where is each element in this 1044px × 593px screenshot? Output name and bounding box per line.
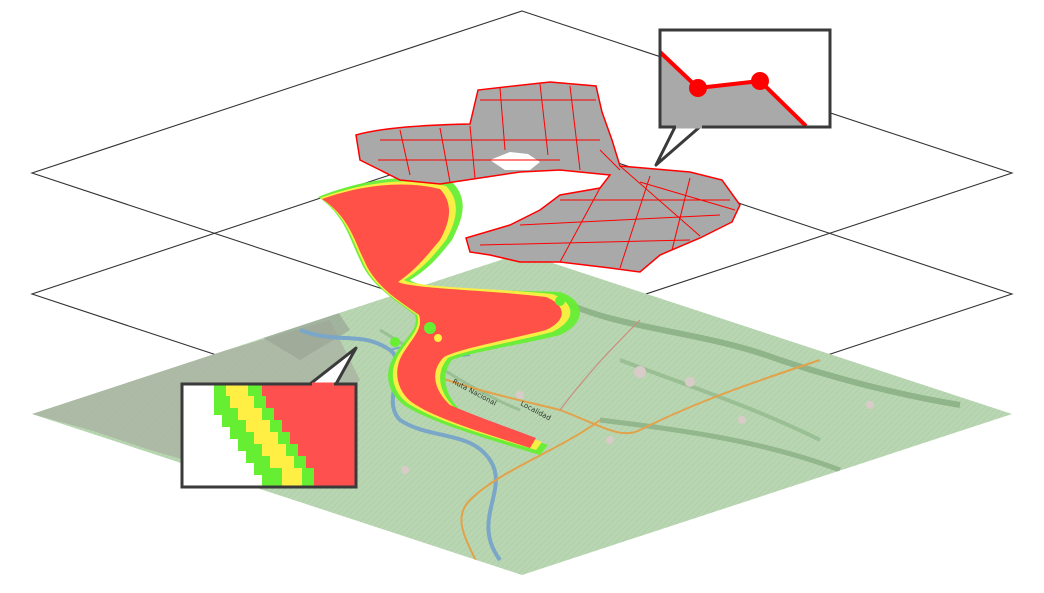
raster-zoom-callout bbox=[180, 346, 358, 489]
raster-layer bbox=[318, 177, 580, 455]
vector-layer bbox=[355, 81, 741, 273]
vector-zoom-callout bbox=[654, 28, 832, 167]
vertex-marker bbox=[689, 79, 707, 97]
vertex-marker bbox=[751, 72, 769, 90]
road bbox=[419, 359, 821, 435]
river bbox=[299, 328, 502, 562]
